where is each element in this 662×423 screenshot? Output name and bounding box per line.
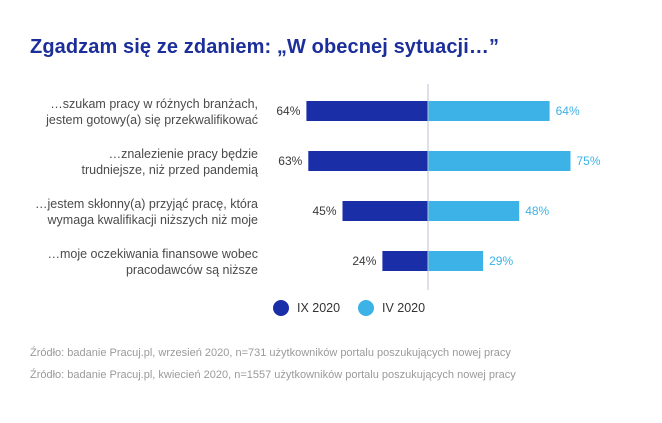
value-label-ix-2020: 64% — [276, 104, 300, 118]
source-note-2: Źródło: badanie Pracuj.pl, kwiecień 2020… — [30, 369, 516, 381]
bar-ix-2020 — [306, 101, 428, 121]
category-label: …jestem skłonny(a) przyjąć pracę, która w… — [35, 197, 258, 227]
category-label: …szukam pracy w różnych branżach, jestem … — [45, 97, 258, 127]
diverging-bar-chart: …szukam pracy w różnych branżach, jestem … — [35, 84, 601, 290]
value-label-iv-2020: 29% — [489, 254, 513, 268]
value-label-iv-2020: 48% — [525, 204, 549, 218]
bar-ix-2020 — [342, 201, 428, 221]
legend-label-iv-2020: IV 2020 — [382, 301, 426, 315]
bar-iv-2020 — [428, 251, 484, 271]
category-label: …moje oczekiwania finansowe wobec pracoda… — [47, 247, 258, 277]
legend: IX 2020 IV 2020 — [0, 300, 662, 322]
bar-iv-2020 — [428, 151, 571, 171]
value-label-iv-2020: 75% — [577, 154, 601, 168]
chart-title: Zgadzam się ze zdaniem: „W obecnej sytua… — [30, 36, 500, 58]
value-label-ix-2020: 24% — [352, 254, 376, 268]
legend-item-ix-2020: IX 2020 — [273, 300, 340, 316]
source-note-1: Źródło: badanie Pracuj.pl, wrzesień 2020… — [30, 347, 511, 359]
legend-swatch-iv-2020 — [358, 300, 374, 316]
value-label-ix-2020: 45% — [312, 204, 336, 218]
value-label-ix-2020: 63% — [278, 154, 302, 168]
bar-iv-2020 — [428, 101, 550, 121]
value-label-iv-2020: 64% — [556, 104, 580, 118]
bar-iv-2020 — [428, 201, 520, 221]
legend-item-iv-2020: IV 2020 — [358, 300, 425, 316]
category-label: …znalezienie pracy będzie trudniejsze, ni… — [82, 147, 259, 177]
bar-ix-2020 — [308, 151, 428, 171]
legend-label-ix-2020: IX 2020 — [297, 301, 341, 315]
bar-ix-2020 — [382, 251, 428, 271]
legend-swatch-ix-2020 — [273, 300, 289, 316]
